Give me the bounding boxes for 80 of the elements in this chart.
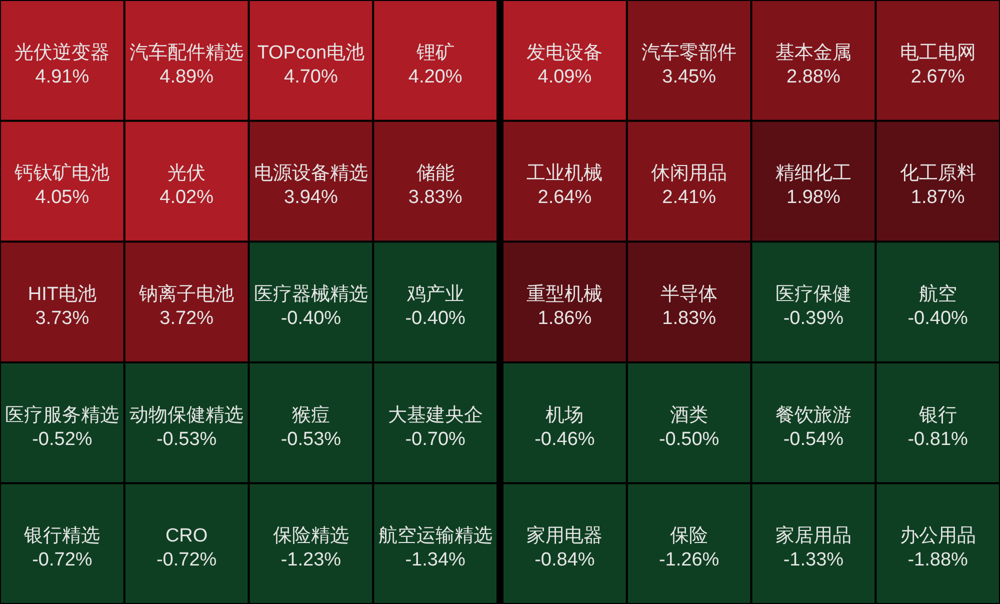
category-label: 半导体 xyxy=(660,284,718,305)
data-label: -1.34% xyxy=(405,550,466,571)
data-label: -0.72% xyxy=(156,550,217,571)
category-label: 电源设备精选 xyxy=(254,163,368,184)
category-label: 钠离子电池 xyxy=(138,283,234,305)
category-label: 光伏 xyxy=(168,163,206,184)
category-label: 休闲用品 xyxy=(651,163,728,184)
category-label: HIT电池 xyxy=(28,284,96,305)
data-label: 1.98% xyxy=(786,187,840,208)
data-label: 2.41% xyxy=(662,187,716,208)
data-label: -1.26% xyxy=(658,550,720,571)
data-label: 4.70% xyxy=(284,66,338,88)
data-label: 4.02% xyxy=(160,187,214,208)
category-label: 电工电网 xyxy=(900,42,976,64)
data-label: -0.53% xyxy=(280,428,342,450)
category-label: TOPcon电池 xyxy=(257,42,365,64)
data-label: -0.52% xyxy=(32,428,92,450)
data-label: 3.94% xyxy=(284,187,338,208)
data-label: 4.09% xyxy=(538,66,592,88)
data-label: -0.40% xyxy=(405,308,466,329)
category-label: 医疗保健 xyxy=(775,284,852,305)
data-label: 3.83% xyxy=(408,187,462,208)
data-label: 3.73% xyxy=(35,308,90,329)
data-label: 4.89% xyxy=(160,66,214,88)
data-label: 1.83% xyxy=(662,308,716,329)
data-label: -0.40% xyxy=(280,308,342,329)
category-label: 银行精选 xyxy=(23,526,100,547)
category-label: 鸡产业 xyxy=(406,284,464,305)
category-label: 工业机械 xyxy=(526,163,603,184)
data-label: 2.88% xyxy=(786,66,840,88)
category-label: 银行 xyxy=(918,404,957,426)
data-label: 2.64% xyxy=(538,187,592,208)
data-label: 4.05% xyxy=(35,187,90,208)
category-label: 重型机械 xyxy=(526,284,603,305)
category-label: 基本金属 xyxy=(775,42,852,64)
category-label: 保险精选 xyxy=(272,526,349,547)
category-label: 大基建央企 xyxy=(388,404,483,426)
category-label: 机场 xyxy=(546,404,584,426)
data-label: -0.70% xyxy=(405,428,466,450)
data-label: -1.23% xyxy=(280,550,342,571)
data-label: 3.45% xyxy=(662,66,716,88)
category-label: 医疗服务精选 xyxy=(5,404,120,426)
category-label: 发电设备 xyxy=(526,42,603,64)
data-label: 4.91% xyxy=(35,66,90,88)
category-label: 酒类 xyxy=(670,404,708,426)
data-label: -0.46% xyxy=(534,428,595,450)
data-label: -0.54% xyxy=(783,428,844,450)
category-label: 航空运输精选 xyxy=(378,524,492,547)
data-label: -0.50% xyxy=(658,428,720,450)
data-label: -0.84% xyxy=(534,550,595,571)
category-label: 动物保健精选 xyxy=(130,404,244,426)
category-label: 储能 xyxy=(416,163,454,184)
data-label: -0.72% xyxy=(32,550,92,571)
data-label: -0.81% xyxy=(908,428,968,450)
category-label: 锂矿 xyxy=(415,41,454,64)
category-label: CRO xyxy=(165,526,208,547)
category-label: 家用电器 xyxy=(526,524,603,547)
data-label: -0.53% xyxy=(156,428,217,450)
category-label: 猴痘 xyxy=(292,404,330,426)
data-label: 1.87% xyxy=(910,187,965,208)
category-label: 汽车零部件 xyxy=(642,41,737,64)
data-label: 4.20% xyxy=(408,66,462,88)
category-label: 航空 xyxy=(918,283,957,305)
data-label: -1.33% xyxy=(783,550,844,571)
category-label: 光伏逆变器 xyxy=(14,41,110,64)
category-label: 精细化工 xyxy=(775,163,852,184)
data-label: 3.72% xyxy=(160,308,214,329)
category-label: 餐饮旅游 xyxy=(775,404,852,426)
category-label: 钙钛矿电池 xyxy=(14,162,110,184)
category-label: 办公用品 xyxy=(900,526,976,547)
category-label: 化工原料 xyxy=(900,163,976,184)
data-label: 2.67% xyxy=(910,66,965,88)
data-label: -1.88% xyxy=(908,550,968,571)
category-label: 保险 xyxy=(670,526,708,547)
data-label: -0.39% xyxy=(783,308,844,329)
category-label: 医疗器械精选 xyxy=(254,284,368,305)
data-label: 1.86% xyxy=(538,308,592,329)
category-label: 汽车配件精选 xyxy=(130,42,244,64)
category-label: 家居用品 xyxy=(775,524,852,547)
data-label: -0.40% xyxy=(908,308,968,329)
